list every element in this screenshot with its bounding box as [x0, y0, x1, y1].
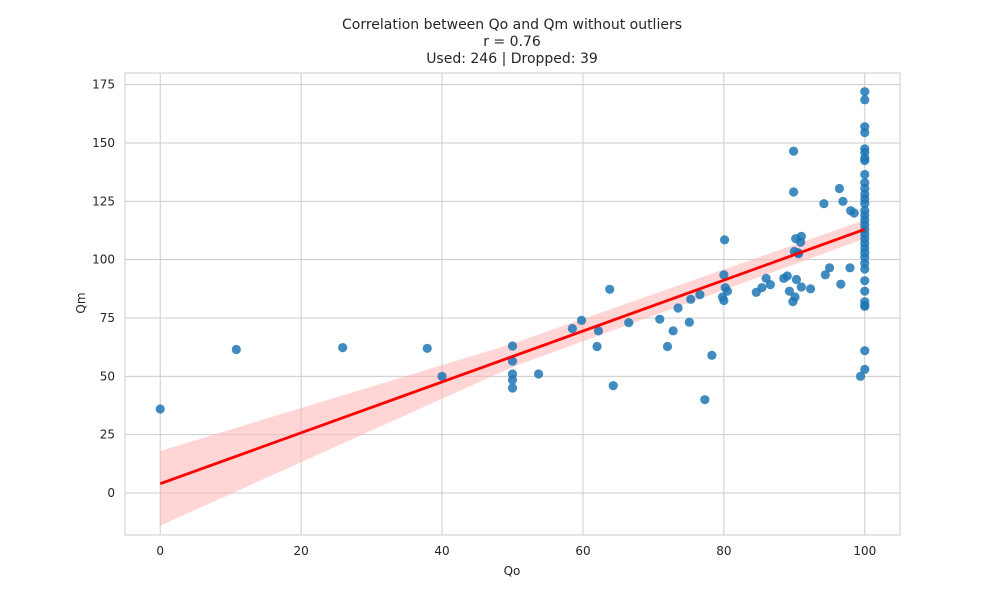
data-point — [722, 286, 732, 296]
data-point — [700, 395, 710, 405]
x-axis-label: Qo — [504, 564, 521, 578]
data-point — [860, 178, 870, 188]
data-point — [838, 196, 848, 206]
data-point — [789, 187, 799, 197]
data-point — [507, 383, 518, 393]
data-point — [789, 146, 799, 156]
data-point — [624, 318, 634, 328]
data-point — [567, 323, 577, 334]
data-point — [605, 284, 615, 294]
data-point — [576, 315, 587, 325]
data-point — [592, 341, 602, 352]
data-point — [791, 274, 802, 285]
x-tick-label: 40 — [434, 544, 449, 558]
y-tick-label: 175 — [92, 78, 115, 92]
data-point — [673, 303, 683, 313]
data-point — [719, 270, 729, 280]
data-point — [695, 290, 705, 300]
data-point — [820, 270, 830, 280]
data-point — [860, 87, 870, 97]
plot-frame — [124, 72, 901, 536]
data-point — [796, 282, 806, 292]
data-point — [437, 371, 447, 381]
data-point — [533, 369, 544, 379]
x-tick-label: 0 — [156, 544, 164, 558]
data-point — [719, 235, 730, 245]
y-tick-label: 25 — [100, 428, 115, 442]
y-tick-label: 0 — [107, 486, 115, 500]
chart-title: Correlation between Qo and Qm without ou… — [342, 17, 682, 33]
x-tick-label: 20 — [293, 544, 308, 558]
data-point — [765, 280, 775, 290]
y-tick-label: 100 — [92, 253, 115, 267]
data-point — [757, 283, 767, 293]
data-point — [860, 276, 870, 286]
data-point — [686, 294, 696, 304]
data-point — [719, 295, 729, 306]
data-point — [655, 314, 665, 324]
data-point — [796, 231, 806, 241]
data-point — [782, 271, 792, 281]
y-tick-label: 150 — [92, 136, 115, 150]
data-point — [824, 263, 835, 273]
data-point — [845, 263, 855, 273]
data-point — [507, 341, 518, 351]
data-point — [662, 341, 673, 352]
data-point — [593, 326, 604, 336]
plot-area: 0 20 40 60 80 100 0 25 50 75 100 125 150 175 — [92, 72, 901, 558]
data-point — [155, 404, 165, 414]
data-point — [790, 292, 800, 302]
data-point — [422, 343, 432, 353]
data-point — [784, 286, 794, 296]
data-point — [855, 371, 866, 381]
data-point — [668, 326, 678, 336]
y-tick-label: 125 — [92, 194, 115, 208]
chart-subtitle-counts: Used: 246 | Dropped: 39 — [426, 51, 598, 67]
data-point — [836, 279, 846, 289]
data-point — [507, 356, 518, 366]
data-point — [860, 206, 870, 216]
y-tick-label: 50 — [100, 369, 115, 383]
data-point — [805, 284, 816, 294]
data-point — [684, 317, 694, 327]
data-point — [860, 297, 870, 307]
data-point — [338, 343, 348, 353]
regression-line — [159, 228, 866, 485]
data-point — [507, 375, 518, 385]
data-point — [860, 364, 870, 374]
data-point — [707, 350, 717, 360]
x-tick-label: 100 — [853, 544, 876, 558]
data-point — [860, 95, 870, 105]
data-point — [231, 344, 241, 355]
data-point — [860, 286, 870, 296]
data-point — [834, 183, 845, 194]
chart-subtitle-r: r = 0.76 — [483, 34, 541, 50]
data-point — [608, 381, 618, 391]
x-tick-label: 60 — [575, 544, 590, 558]
y-axis-label: Qm — [74, 292, 88, 313]
data-point — [819, 199, 829, 209]
data-point — [849, 208, 859, 218]
data-point — [860, 169, 870, 180]
y-tick-label: 75 — [100, 311, 115, 325]
data-point — [860, 346, 870, 356]
x-tick-label: 80 — [716, 544, 731, 558]
data-point — [860, 144, 870, 154]
data-point — [860, 122, 870, 132]
